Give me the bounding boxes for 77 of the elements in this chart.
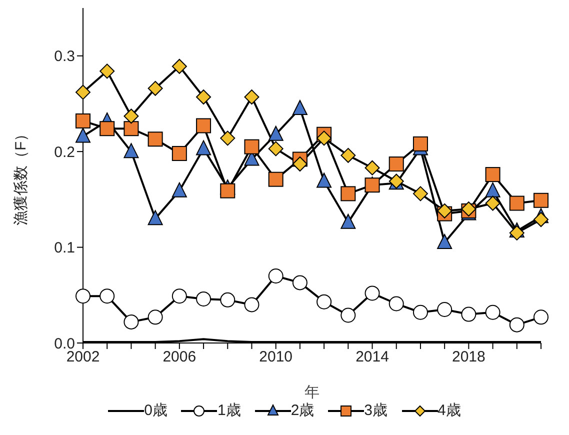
legend-label: 3歳 (363, 401, 388, 420)
x-tick-label: 2010 (259, 348, 293, 366)
point (292, 275, 308, 290)
legend-label: 2歳 (290, 401, 314, 420)
point (268, 141, 284, 156)
point (316, 172, 332, 188)
point (268, 268, 284, 284)
point (437, 203, 452, 218)
point (534, 310, 548, 325)
y-tick-label: 0.2 (54, 144, 75, 161)
point (340, 186, 356, 202)
point (534, 212, 548, 228)
point (485, 196, 500, 211)
point (124, 143, 139, 158)
point (196, 90, 212, 105)
point (124, 314, 139, 330)
point (148, 132, 163, 147)
point (316, 294, 332, 310)
point (220, 292, 236, 308)
x-tick-label: 2018 (452, 348, 486, 366)
x-tick-label: 2006 (162, 348, 196, 366)
x-tick-label: 2014 (356, 348, 389, 366)
point (148, 80, 163, 96)
point (292, 100, 308, 115)
x-axis-title: 年 (304, 384, 320, 401)
point (196, 291, 212, 306)
point (388, 296, 404, 312)
point (461, 306, 476, 322)
point (268, 126, 284, 141)
point (172, 182, 187, 198)
legend-label: 4歳 (436, 401, 461, 420)
point (509, 196, 524, 211)
legend-label: 0歳 (143, 401, 168, 420)
point (534, 192, 548, 208)
point (412, 186, 428, 202)
point (244, 297, 260, 312)
point (485, 304, 500, 320)
point (244, 90, 260, 105)
point (172, 146, 187, 161)
point (124, 121, 139, 136)
point (412, 136, 428, 152)
point (124, 108, 139, 124)
point (437, 302, 452, 317)
legend-label: 1歳 (216, 401, 241, 420)
point (100, 288, 115, 304)
point (172, 288, 187, 304)
point (76, 113, 90, 128)
point (268, 172, 284, 187)
point (388, 156, 404, 172)
y-tick-label: 0.3 (54, 48, 75, 66)
point (244, 139, 260, 154)
point (220, 130, 236, 146)
point (437, 234, 452, 249)
point (76, 84, 90, 100)
point (292, 156, 308, 172)
point (100, 64, 115, 79)
point (364, 286, 380, 301)
point (509, 317, 524, 332)
point (485, 182, 500, 198)
point (340, 308, 356, 323)
point (316, 130, 332, 146)
point (100, 121, 115, 136)
point (196, 118, 212, 134)
point (172, 58, 187, 74)
point (148, 210, 163, 226)
y-axis-title: 漁獲係数（F） (12, 126, 30, 226)
point (340, 148, 356, 163)
point (485, 167, 500, 182)
point (148, 310, 163, 325)
point (364, 160, 380, 176)
point (76, 128, 90, 143)
point (412, 304, 428, 320)
point (76, 288, 90, 304)
point (220, 183, 236, 198)
point (340, 214, 356, 229)
y-tick-label: 0.1 (54, 240, 75, 257)
point (196, 140, 212, 156)
